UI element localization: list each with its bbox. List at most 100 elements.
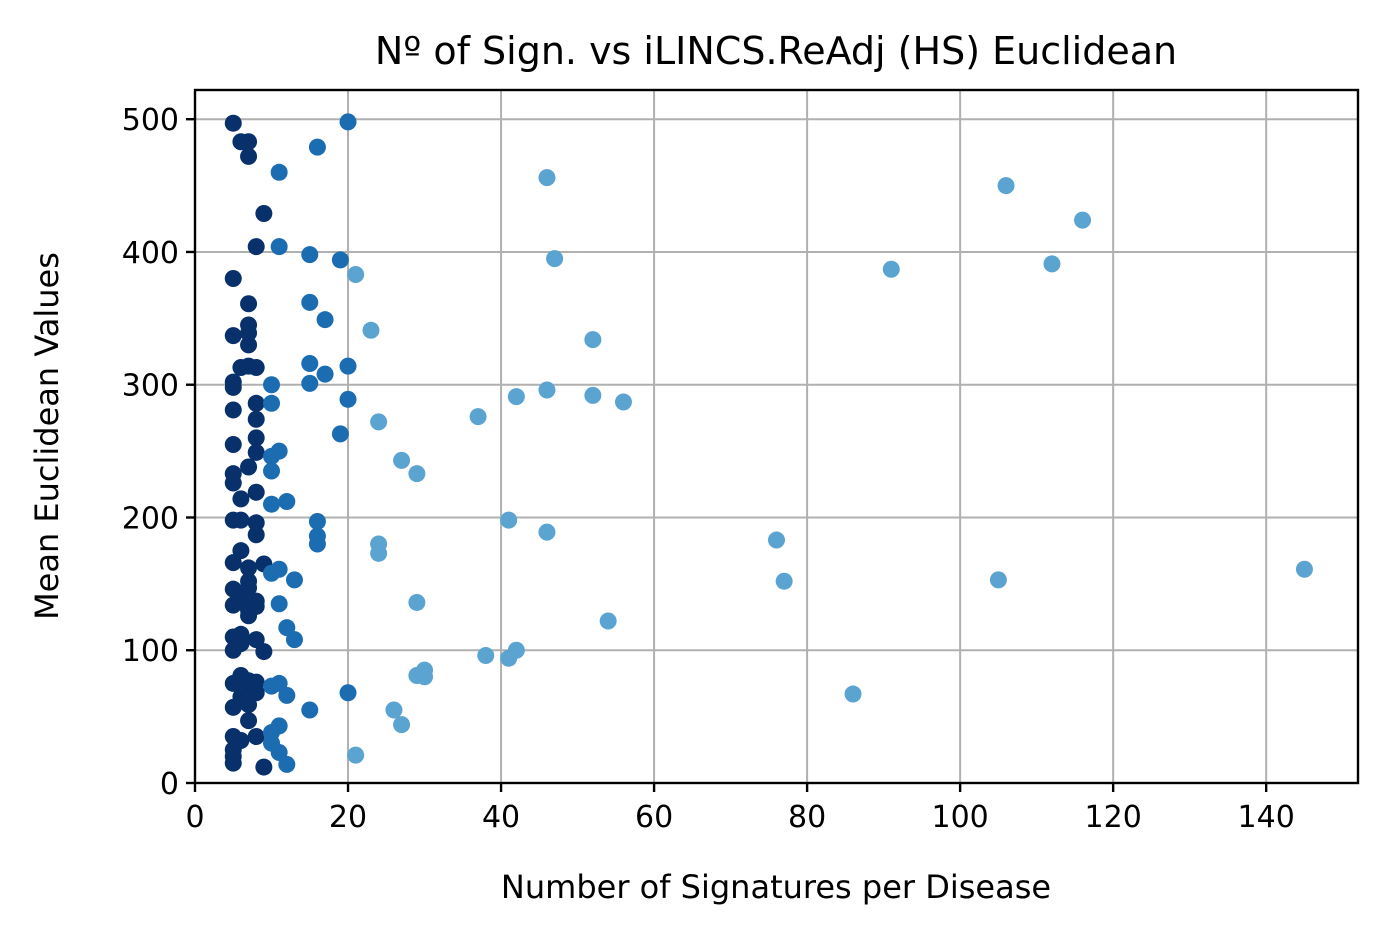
scatter-point <box>240 295 258 313</box>
scatter-point <box>546 250 564 268</box>
scatter-point <box>370 413 388 431</box>
scatter-point <box>247 526 265 544</box>
scatter-point <box>240 336 258 354</box>
scatter-point <box>224 435 242 453</box>
y-tick-label: 500 <box>122 103 179 138</box>
scatter-point <box>224 554 242 572</box>
scatter-point <box>270 163 288 181</box>
scatter-point <box>768 531 785 549</box>
scatter-point <box>339 390 357 408</box>
scatter-point <box>270 238 288 256</box>
y-axis-ticks: 0 100 200 300 400 500 <box>122 103 195 802</box>
scatter-point <box>232 490 250 508</box>
scatter-point <box>240 712 258 730</box>
scatter-point <box>224 596 242 614</box>
scatter-point <box>263 447 281 465</box>
y-tick-label: 0 <box>160 767 179 802</box>
scatter-point <box>408 593 426 611</box>
scatter-point <box>584 331 602 349</box>
scatter-point <box>255 204 273 222</box>
x-tick-label: 60 <box>635 800 673 835</box>
scatter-point <box>224 270 242 288</box>
scatter-point <box>270 595 288 613</box>
scatter-point <box>301 374 319 392</box>
scatter-point <box>224 474 242 492</box>
y-tick-label: 200 <box>122 501 179 536</box>
scatter-point <box>316 365 334 383</box>
x-tick-label: 80 <box>788 800 826 835</box>
scatter-point <box>240 133 258 151</box>
scatter-point <box>538 381 556 399</box>
y-axis-label: Mean Euclidean Values <box>28 252 66 620</box>
scatter-point <box>224 401 242 419</box>
scatter-point <box>247 483 265 501</box>
scatter-point <box>538 523 556 541</box>
scatter-point <box>477 647 495 665</box>
scatter-point <box>263 495 281 513</box>
scatter-point <box>240 147 258 165</box>
scatter-point <box>370 544 388 562</box>
y-tick-label: 300 <box>122 369 179 404</box>
scatter-point <box>339 357 357 375</box>
x-axis-label: Number of Signatures per Disease <box>501 868 1051 906</box>
scatter-point <box>301 293 319 311</box>
scatter-point <box>316 311 334 329</box>
scatter-point <box>278 686 296 704</box>
y-tick-label: 100 <box>122 634 179 669</box>
y-tick-label: 400 <box>122 236 179 271</box>
scatter-point <box>301 701 319 719</box>
scatter-point <box>224 754 242 772</box>
scatter-point <box>240 324 258 342</box>
scatter-point <box>240 559 258 577</box>
scatter-point <box>408 465 426 483</box>
scatter-point <box>278 493 296 511</box>
x-tick-label: 0 <box>185 800 204 835</box>
scatter-point <box>285 571 303 589</box>
scatter-point <box>1074 211 1092 229</box>
scatter-point <box>224 378 242 396</box>
x-tick-label: 40 <box>482 800 520 835</box>
scatter-point <box>263 677 281 695</box>
scatter-point <box>393 451 411 469</box>
scatter-point <box>224 114 242 132</box>
scatter-point <box>301 246 319 264</box>
scatter-point <box>308 535 326 553</box>
scatter-point <box>507 388 525 406</box>
scatter-point <box>263 394 281 412</box>
scatter-point <box>347 266 365 284</box>
scatter-point <box>308 512 326 530</box>
scatter-point <box>538 169 556 187</box>
scatter-point <box>385 701 403 719</box>
scatter-point <box>247 443 265 461</box>
scatter-point <box>301 354 319 372</box>
scatter-point <box>500 511 518 529</box>
scatter-point <box>224 698 242 716</box>
scatter-point <box>469 408 487 426</box>
x-tick-label: 20 <box>329 800 367 835</box>
scatter-point <box>247 429 265 447</box>
scatter-point <box>308 138 326 156</box>
scatter-point <box>247 410 265 428</box>
scatter-point <box>247 394 265 412</box>
scatter-point <box>997 177 1015 195</box>
scatter-point <box>240 607 258 625</box>
scatter-point <box>393 716 411 734</box>
scatter-point <box>844 685 862 703</box>
scatter-point <box>339 113 357 131</box>
scatter-point <box>224 674 242 692</box>
scatter-point <box>232 511 250 529</box>
x-axis-ticks: 0 20 40 60 80 100 120 140 <box>185 783 1295 835</box>
scatter-point <box>347 746 365 764</box>
scatter-point <box>989 571 1007 589</box>
scatter-point <box>278 755 296 773</box>
scatter-point <box>247 514 265 532</box>
scatter-point <box>1295 560 1313 578</box>
scatter-point <box>247 238 265 256</box>
x-tick-label: 140 <box>1238 800 1295 835</box>
scatter-point <box>263 564 281 582</box>
scatter-point <box>1043 255 1061 273</box>
scatter-point <box>584 386 602 404</box>
scatter-point <box>507 641 525 659</box>
scatter-point <box>224 327 242 345</box>
